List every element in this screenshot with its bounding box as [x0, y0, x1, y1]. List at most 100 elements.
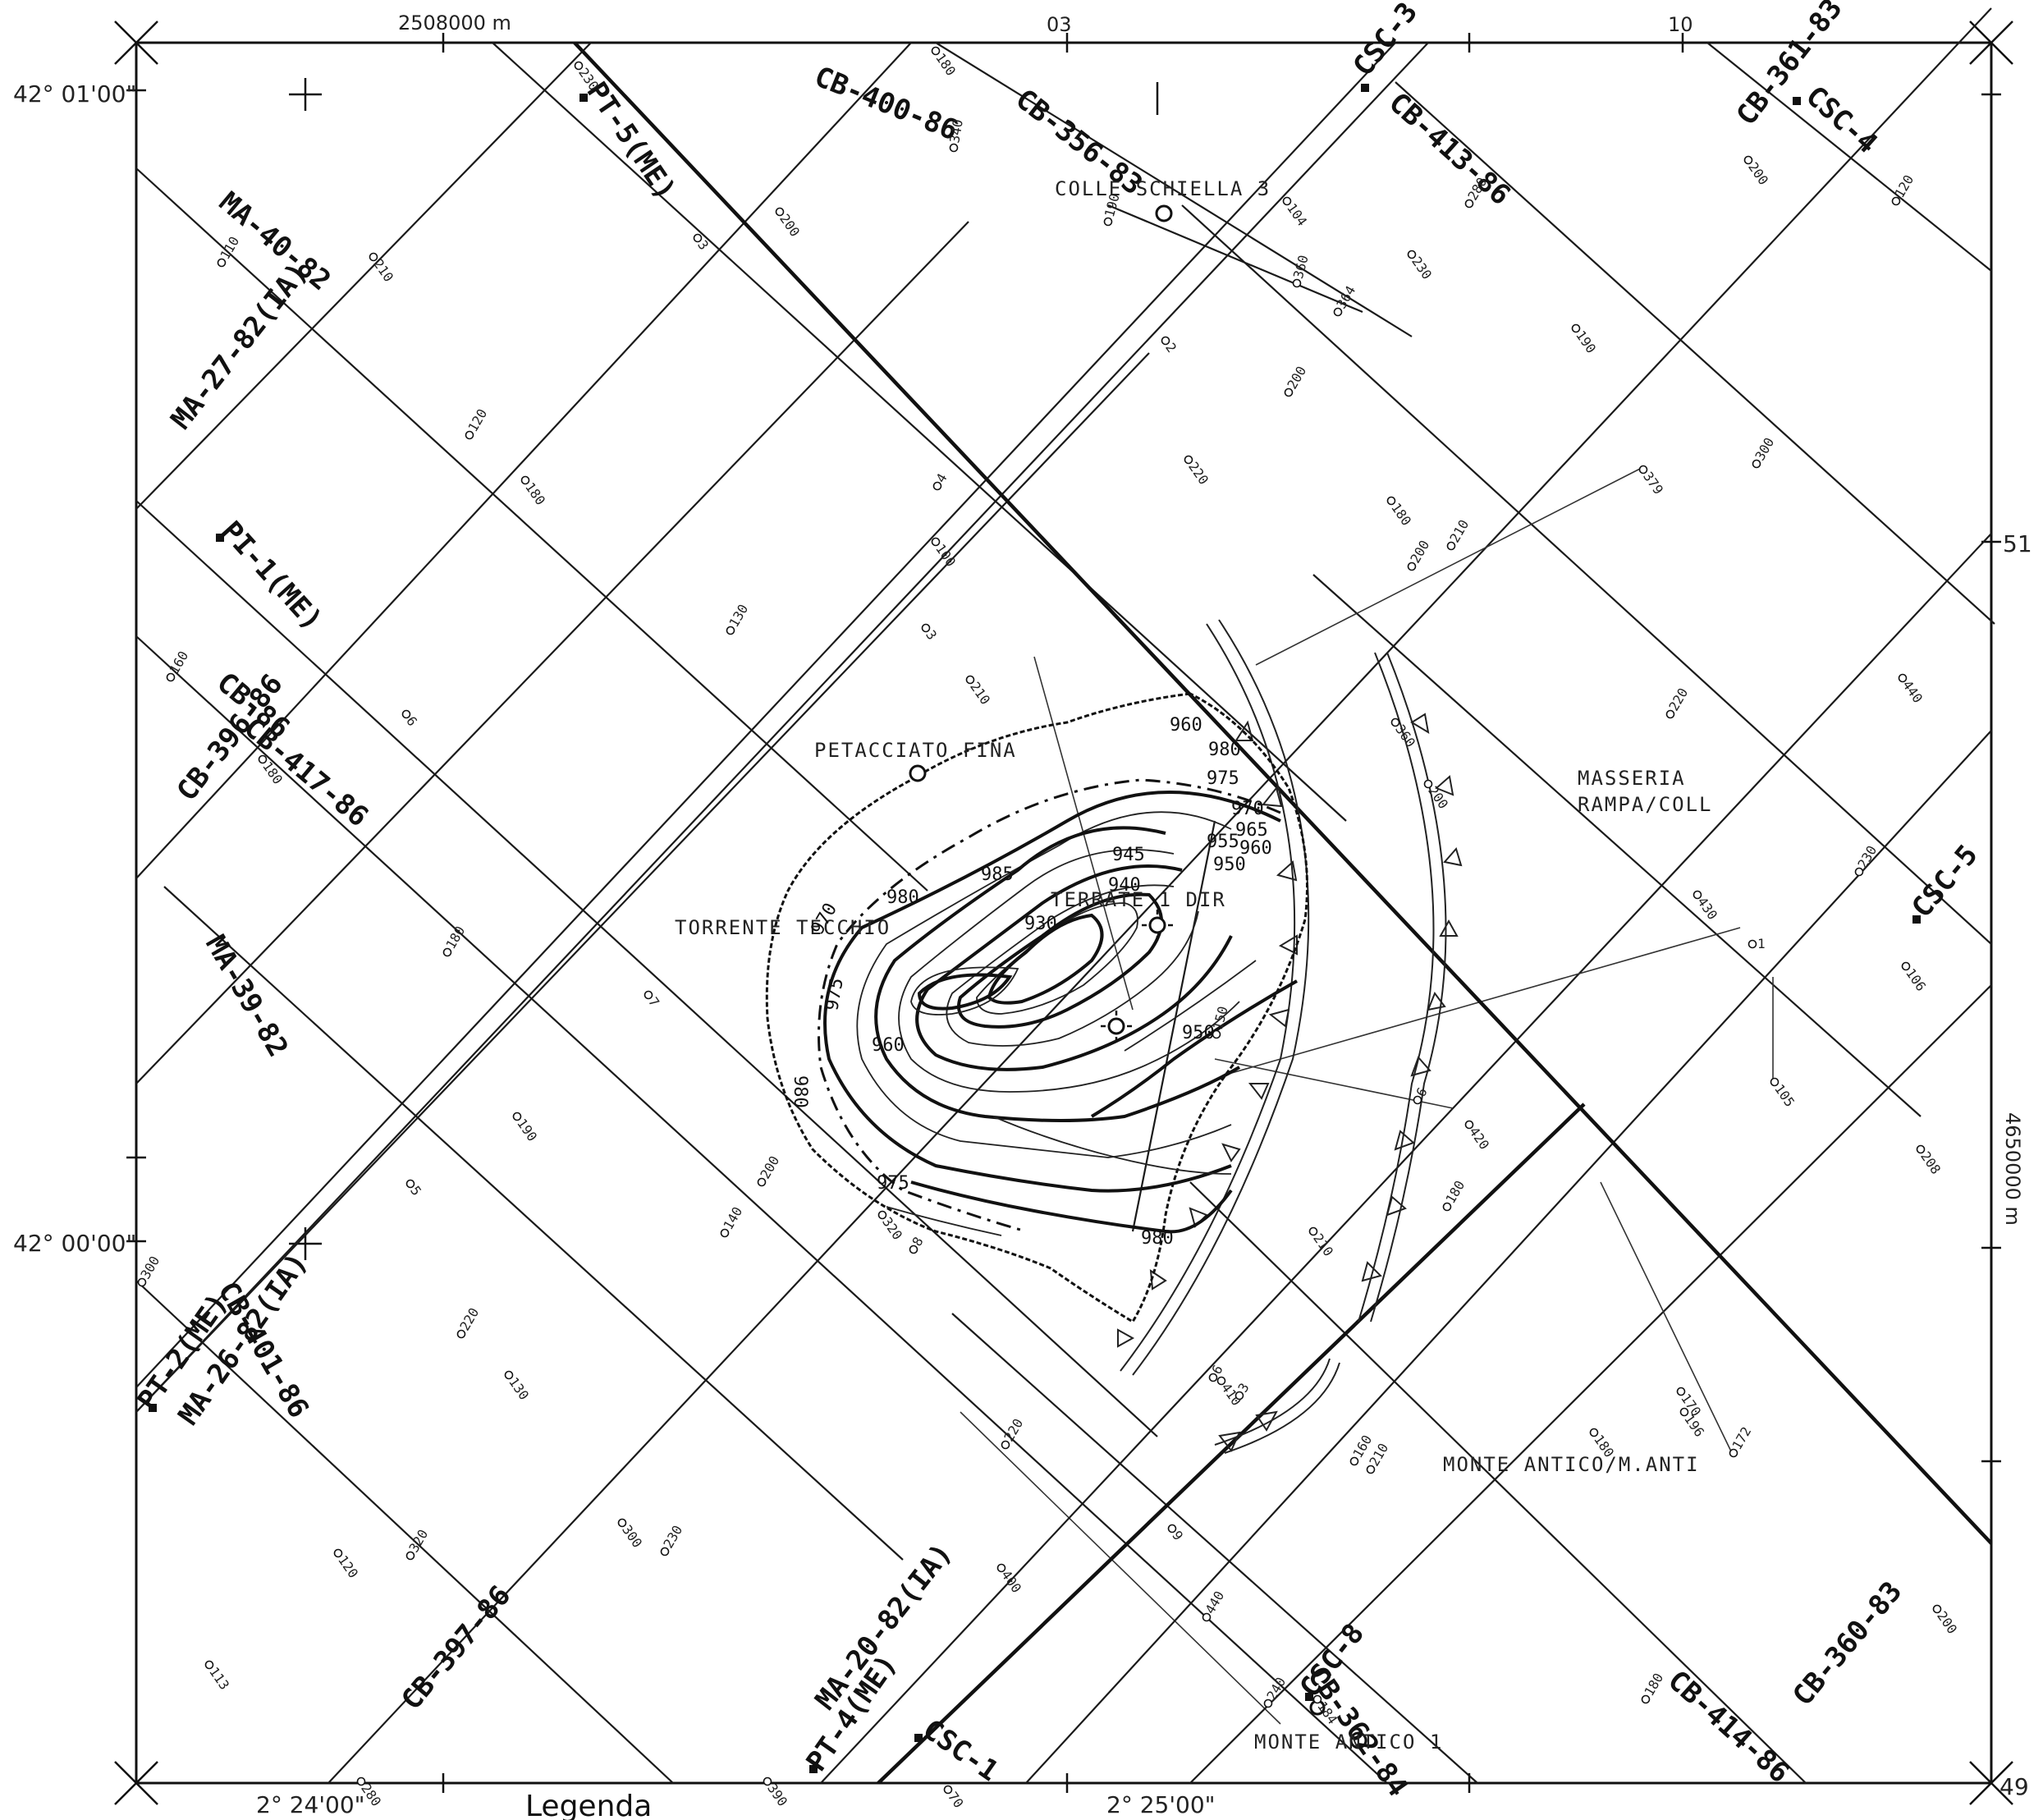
shotpoint-marker [1184, 455, 1193, 465]
contour-labels: 980 975 970 965 960 955 950 945 940 930 … [790, 715, 1272, 1249]
label-cb-413-86: CB-413-86 [1382, 86, 1517, 212]
shotpoint-marker [1423, 779, 1433, 789]
contour-label-975: 975 [1207, 768, 1239, 789]
contour-970-bold [874, 826, 1241, 1122]
shotpoint-label: 200 [757, 1153, 782, 1182]
seismic-line-ne-block-2[interactable] [1312, 574, 1922, 1117]
thrust-fault-south-pair [1224, 1362, 1340, 1454]
well-csc-1[interactable] [914, 1734, 923, 1742]
shotpoint-marker [965, 675, 975, 685]
well-pi-1[interactable] [216, 534, 224, 542]
shotpoint-marker [1308, 1226, 1318, 1236]
seismic-line-ma-40-82[interactable] [135, 167, 928, 892]
shotpoint-label: 1 [1757, 936, 1766, 951]
shotpoint-marker [644, 990, 653, 1000]
fault-lines [573, 41, 1993, 1785]
contour-label-945: 945 [1112, 845, 1145, 865]
seismic-line-cb-362-84[interactable] [951, 1313, 1478, 1784]
well-colle-schiella-3[interactable] [1155, 204, 1173, 222]
seismic-line-ma-27-82-ia[interactable] [135, 42, 912, 879]
label-cb-360-83: CB-360-83 [1786, 1575, 1908, 1712]
seismic-line-cb-356-83[interactable] [935, 42, 1413, 337]
shotpoint-marker [520, 475, 530, 485]
shotpoint-marker [504, 1370, 514, 1380]
contour-930 [910, 966, 1019, 1015]
seismic-line-cb-360-83[interactable] [1189, 984, 1992, 1784]
seismic-line-nw-corner[interactable] [135, 42, 592, 510]
shotpoint-label: 200 [1407, 538, 1432, 566]
shotpoint-marker [405, 1179, 415, 1189]
seismic-line-se-block[interactable] [1025, 730, 1992, 1784]
seismic-line-csc-3[interactable] [135, 42, 1429, 1413]
well-csc-8[interactable] [1305, 1693, 1313, 1701]
shotpoint-marker [333, 1548, 343, 1558]
seismic-line-ma-39-82[interactable] [163, 886, 904, 1561]
well-terrate-2[interactable] [1101, 1011, 1132, 1042]
shotpoint-label: 200 [1284, 364, 1309, 392]
seismic-line-segment-a[interactable] [1107, 204, 1363, 314]
label-ma-39-82: MA-39-82 [199, 930, 295, 1063]
seismic-line-cb-400-86[interactable] [492, 42, 1347, 822]
shotpoint-marker [1212, 1029, 1221, 1039]
well-csc-3[interactable] [1361, 84, 1369, 92]
shotpoint-label: 120 [1891, 172, 1917, 201]
place-names: COLLE SCHIELLA 3 PETACCIATO FINA TORRENT… [675, 177, 1711, 1754]
shotpoint-label: 120 [465, 406, 490, 435]
main-fault-nw-se [573, 41, 1993, 1545]
shotpoint-marker [369, 252, 378, 262]
well-terrate-1-dir[interactable] [1142, 910, 1173, 941]
label-cb-417-86: CB-417-86 [237, 711, 374, 833]
label-csc-4: CSC-4 [1799, 80, 1884, 160]
longitude-left-label: 2° 24'00" [256, 1791, 365, 1818]
shotpoint-label: 230 [1854, 843, 1880, 872]
shotpoint-marker [931, 46, 941, 56]
shotpoint-label: 220 [456, 1305, 482, 1334]
place-petacciato-fina: PETACCIATO FINA [814, 739, 1017, 762]
label-csc-1: CSC-1 [917, 1713, 1005, 1788]
shotpoint-marker [1333, 307, 1343, 317]
shotpoint-marker [1001, 1440, 1010, 1450]
seismic-line-csc-4[interactable] [1706, 42, 1992, 272]
contour-label-980: 980 [1208, 740, 1241, 760]
thrust-fault-inner-pair [1132, 619, 1310, 1376]
seismic-line-csc-3-parallel[interactable] [135, 42, 1396, 1388]
seismic-line-pi-1-me[interactable] [135, 500, 1158, 1437]
shotpoint-marker [943, 1785, 953, 1795]
well-pt-5[interactable] [579, 94, 588, 102]
contour-label-960-west: 960 [872, 1035, 905, 1056]
contour-label-950: 950 [1213, 855, 1246, 875]
shotpoint-marker [1679, 1407, 1689, 1417]
shotpoint-marker [137, 1277, 147, 1287]
well-pt-4[interactable] [809, 1765, 818, 1773]
latitude-bottom-label: 42° 00'00" [13, 1230, 136, 1257]
shotpoint-marker [996, 1563, 1006, 1573]
seismic-line-ne-block-1[interactable] [1181, 204, 1992, 945]
label-cb-400-86: CB-400-86 [810, 60, 963, 147]
seismic-line-cb-396-86[interactable] [135, 221, 969, 1084]
well-monte-antico-1[interactable] [1349, 1731, 1367, 1749]
contour-label-965: 965 [1235, 820, 1268, 841]
place-monte-antico-m-anti: MONTE ANTICO/M.ANTI [1443, 1453, 1700, 1476]
well-pt-2[interactable] [149, 1404, 157, 1412]
seismic-line-cb-397-86[interactable] [328, 7, 1992, 1784]
contour-label-980-sw: 980 [790, 1075, 810, 1108]
seismic-line-ma-20-82-ia[interactable] [820, 533, 1992, 1784]
shotpoint-marker [1208, 1373, 1218, 1382]
shotpoint-marker [726, 626, 735, 635]
seismic-line-cb-414-86[interactable] [1189, 1181, 1807, 1784]
shotpoint-marker [1898, 673, 1908, 683]
well-csc-5[interactable] [1912, 915, 1921, 924]
contour-label-930: 930 [1024, 914, 1057, 934]
seismic-line-ma-26-nw[interactable] [135, 1280, 674, 1784]
label-cb-414-86: CB-414-86 [1661, 1664, 1796, 1790]
easting-03-label: 03 [1047, 13, 1072, 36]
seismic-line-cb-413-se[interactable] [1395, 81, 1995, 625]
shotpoint-marker [1386, 496, 1396, 506]
well-csc-4[interactable] [1793, 97, 1801, 105]
seismic-line-sw-ne-mid[interactable] [135, 352, 1150, 1413]
shotpoint-marker [166, 672, 176, 682]
seismic-line-deviated-well-track [1131, 820, 1216, 1232]
shotpoint-marker [775, 207, 785, 217]
well-petacciato-fina[interactable] [909, 764, 927, 782]
seismic-line-cb-417-86[interactable] [135, 635, 1388, 1784]
